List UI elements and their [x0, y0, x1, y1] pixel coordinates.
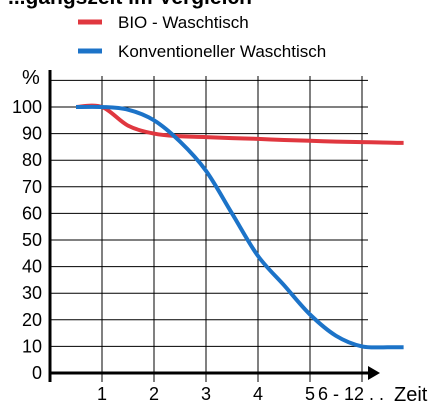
y-tick-label: 80: [22, 150, 42, 170]
x-tick-label: 2: [149, 384, 159, 403]
x-tick-label: 5: [305, 384, 315, 403]
x-axis-label: Zeit: [394, 384, 428, 403]
y-tick-labels: 0 10 20 30 40 50 60 70 80 90 100: [12, 97, 42, 383]
y-tick-label: 20: [22, 310, 42, 330]
chart-title: ...gangszeit im Vergleich: [8, 0, 252, 9]
y-tick-label: 40: [22, 257, 42, 277]
x-axis-arrow: [368, 366, 380, 380]
x-tick-label: 3: [201, 384, 211, 403]
legend-label-bio: BIO - Waschtisch: [118, 13, 249, 32]
y-tick-label: 30: [22, 283, 42, 303]
x-tick-label: 4: [253, 384, 263, 403]
y-tick-label: 10: [22, 336, 42, 356]
y-axis-label: %: [22, 67, 40, 89]
y-tick-label: 60: [22, 203, 42, 223]
x-tick-label: 6 - 12 . .: [318, 384, 384, 403]
y-tick-label: 70: [22, 177, 42, 197]
legend-label-konventionell: Konventioneller Waschtisch: [118, 42, 326, 61]
y-tick-label: 50: [22, 230, 42, 250]
y-tick-label: 90: [22, 124, 42, 144]
series-line-konventionell: [75, 104, 404, 350]
series: [75, 103, 404, 350]
x-tick-label: 1: [97, 384, 107, 403]
series-line-bio: [75, 103, 404, 145]
y-tick-label: 0: [32, 363, 42, 383]
grid: [50, 76, 368, 382]
y-tick-label: 100: [12, 97, 42, 117]
legend: BIO - Waschtisch Konventioneller Waschti…: [78, 13, 326, 61]
